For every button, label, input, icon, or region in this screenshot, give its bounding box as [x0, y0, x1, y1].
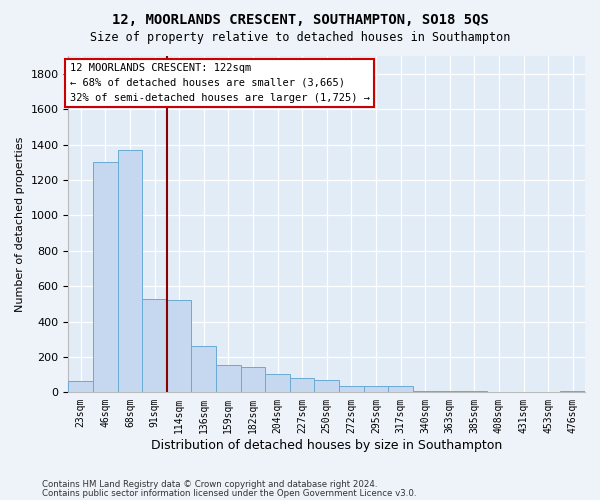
Bar — [167, 300, 191, 392]
Y-axis label: Number of detached properties: Number of detached properties — [15, 136, 25, 312]
Text: Size of property relative to detached houses in Southampton: Size of property relative to detached ho… — [90, 32, 510, 44]
Bar — [191, 346, 216, 393]
Text: Contains HM Land Registry data © Crown copyright and database right 2024.: Contains HM Land Registry data © Crown c… — [42, 480, 377, 489]
Bar — [314, 380, 339, 392]
Bar — [265, 374, 290, 392]
Bar — [339, 386, 364, 392]
Text: 12 MOORLANDS CRESCENT: 122sqm
← 68% of detached houses are smaller (3,665)
32% o: 12 MOORLANDS CRESCENT: 122sqm ← 68% of d… — [70, 63, 370, 102]
Bar — [216, 365, 241, 392]
Bar — [93, 162, 118, 392]
Bar — [560, 391, 585, 392]
Bar — [364, 386, 388, 392]
Bar — [437, 390, 462, 392]
Bar — [462, 390, 487, 392]
Bar — [118, 150, 142, 392]
Bar — [388, 386, 413, 392]
Bar — [68, 382, 93, 392]
Bar — [241, 367, 265, 392]
Text: Contains public sector information licensed under the Open Government Licence v3: Contains public sector information licen… — [42, 489, 416, 498]
Text: 12, MOORLANDS CRESCENT, SOUTHAMPTON, SO18 5QS: 12, MOORLANDS CRESCENT, SOUTHAMPTON, SO1… — [112, 12, 488, 26]
Bar — [142, 298, 167, 392]
Bar — [290, 378, 314, 392]
Bar — [413, 390, 437, 392]
X-axis label: Distribution of detached houses by size in Southampton: Distribution of detached houses by size … — [151, 440, 502, 452]
